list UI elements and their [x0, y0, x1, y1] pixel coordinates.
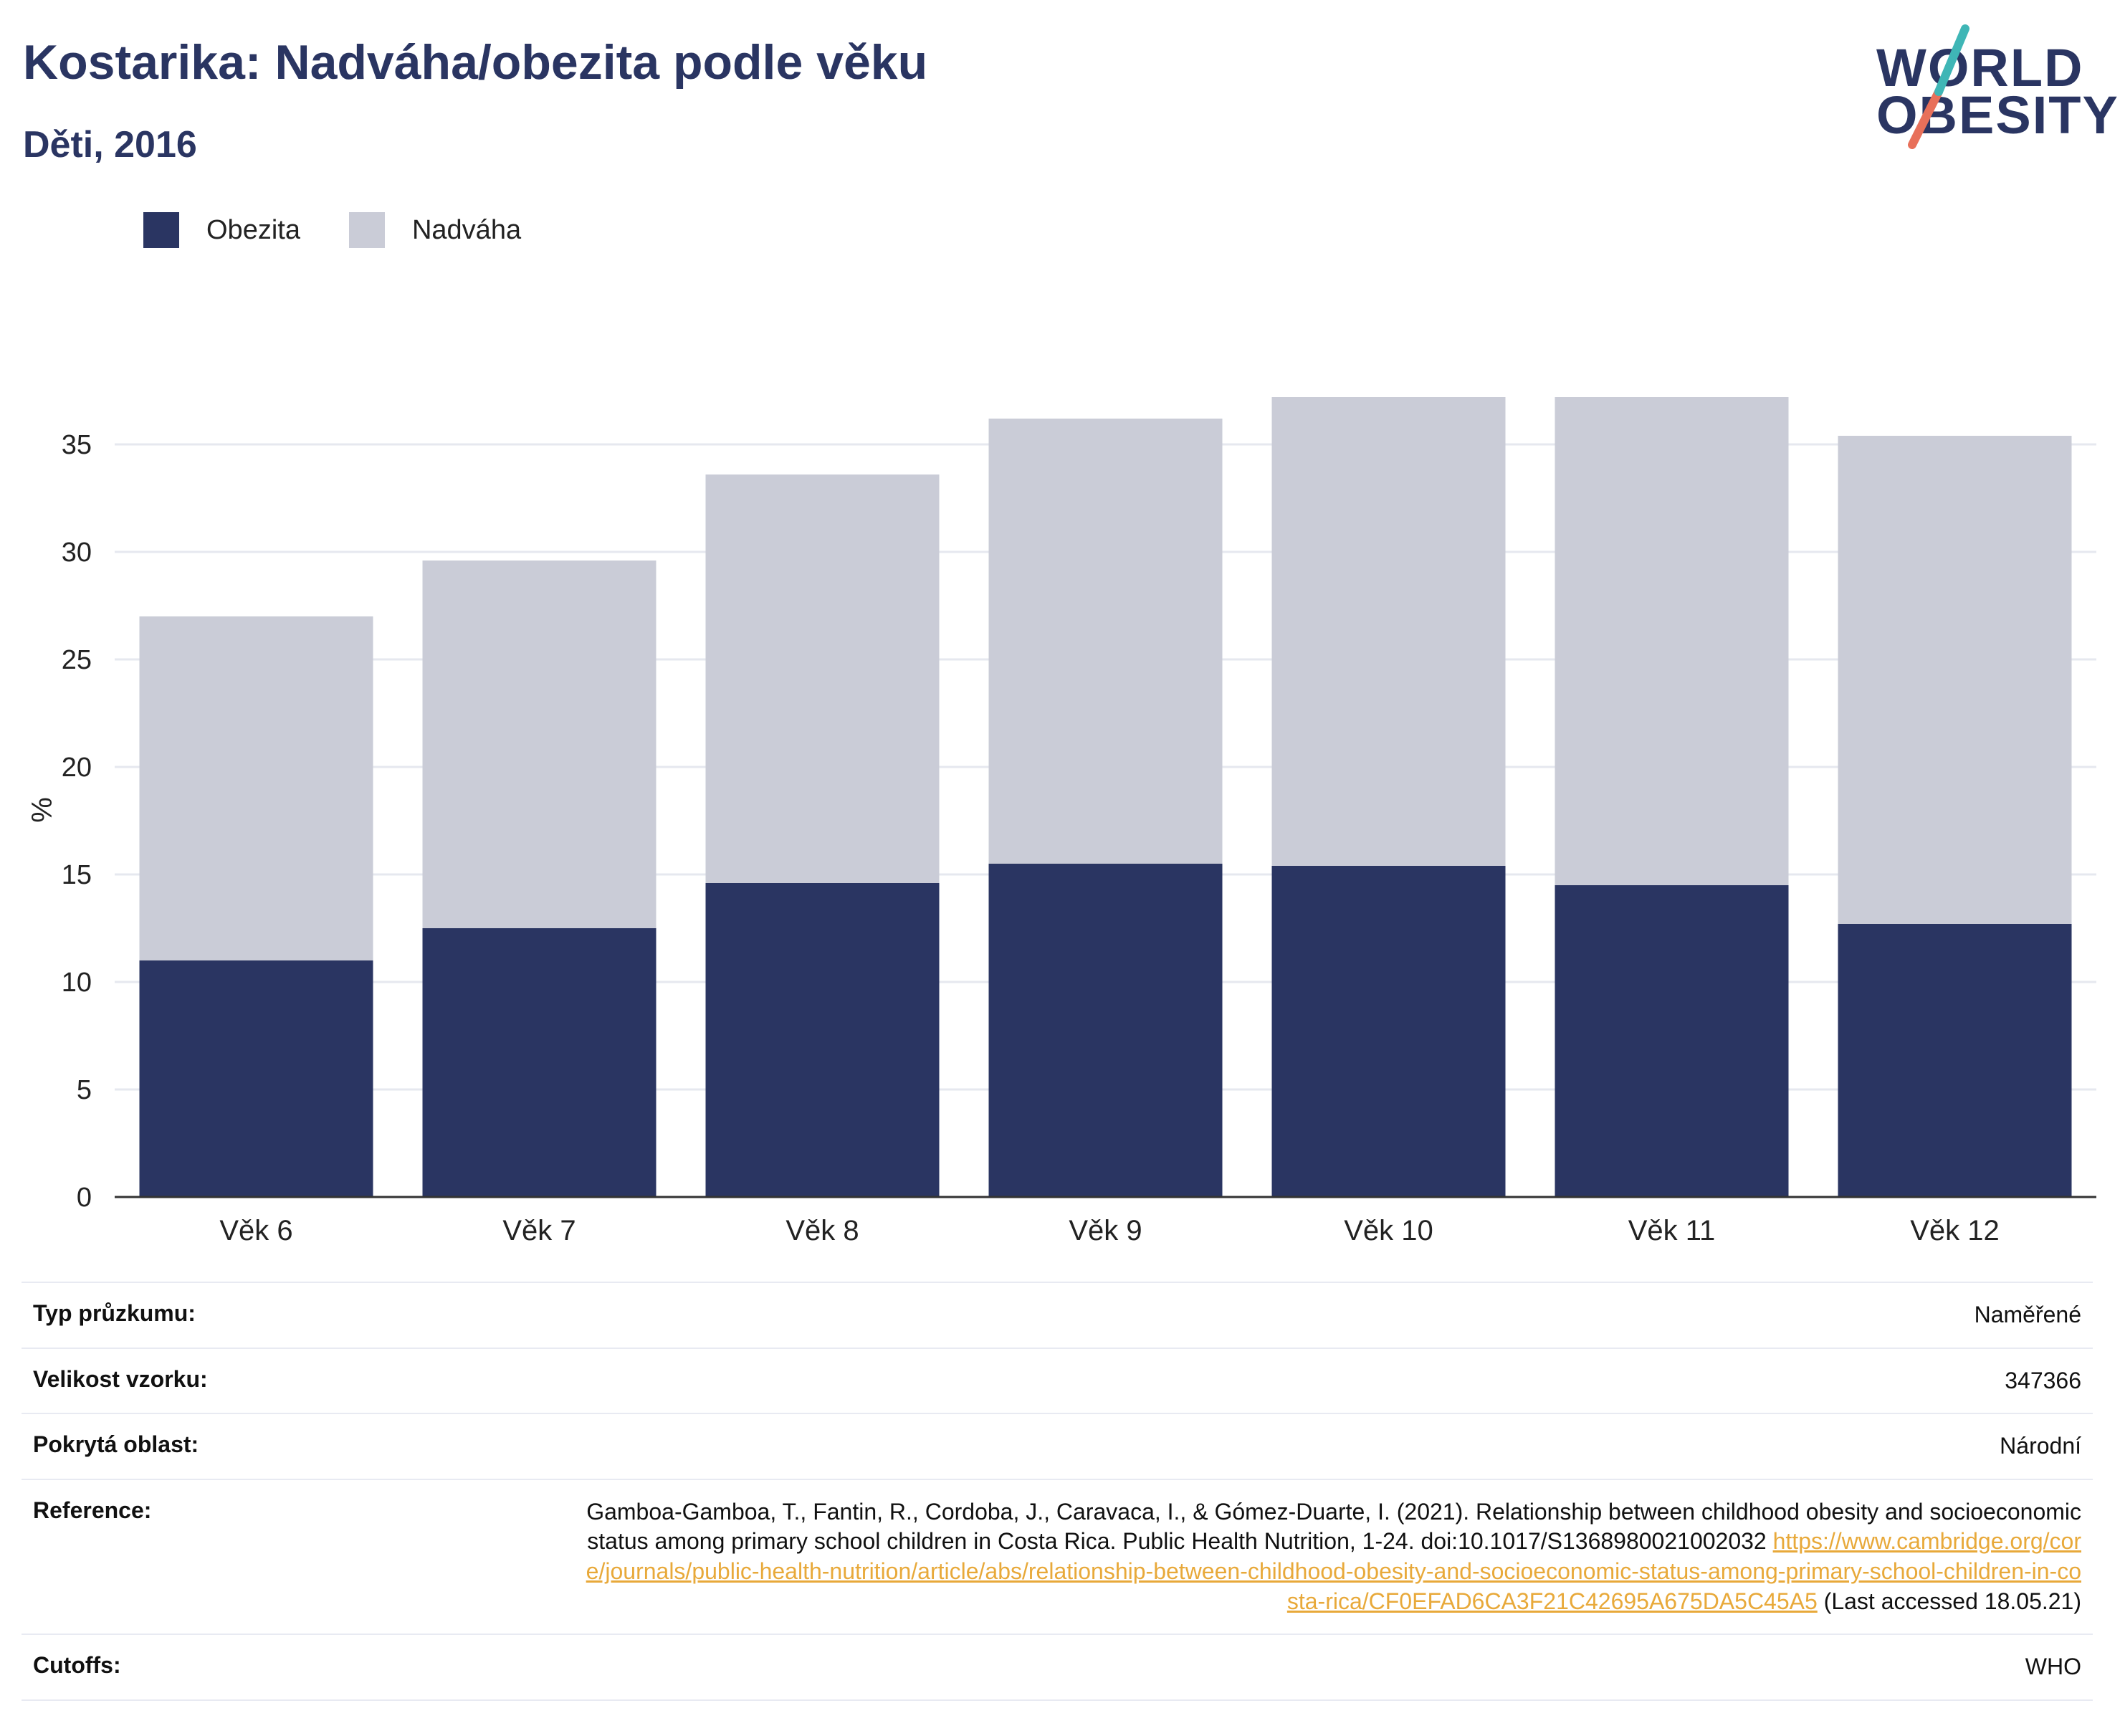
legend-item-obezita: Obezita [143, 212, 300, 248]
info-key: Cutoffs: [33, 1652, 121, 1679]
bar-nadvaha [139, 616, 373, 960]
legend-swatch-obezita [143, 212, 179, 248]
bar-obezita [139, 960, 373, 1197]
bar-obezita [988, 864, 1223, 1197]
info-key: Reference: [33, 1497, 152, 1523]
y-tick-label: 25 [62, 645, 92, 675]
x-tick-label: Věk 10 [1344, 1215, 1433, 1246]
bar-obezita [1271, 866, 1506, 1197]
y-tick-label: 20 [62, 753, 92, 783]
bar-obezita [1555, 885, 1789, 1197]
reference-accessed: (Last accessed 18.05.21) [1823, 1588, 2081, 1614]
y-tick-label: 30 [62, 538, 92, 568]
reference-value: Gamboa-Gamboa, T., Fantin, R., Cordoba, … [576, 1497, 2081, 1616]
bar-nadvaha [705, 474, 940, 883]
chart-legend: Obezita Nadváha [143, 212, 570, 248]
info-row-area-covered: Pokrytá oblast: Národní [22, 1413, 2093, 1479]
info-value: Národní [2000, 1433, 2081, 1459]
info-value: WHO [2025, 1654, 2081, 1680]
x-tick-label: Věk 6 [219, 1215, 292, 1246]
info-row-survey-type: Typ průzkumu: Naměřené [22, 1282, 2093, 1348]
bar-nadvaha [1271, 397, 1506, 866]
bar-nadvaha [1555, 397, 1789, 885]
y-tick-label: 15 [62, 860, 92, 890]
page-subtitle: Děti, 2016 [23, 124, 197, 166]
bar-nadvaha [422, 561, 656, 928]
y-tick-label: 0 [77, 1183, 92, 1213]
x-tick-label: Věk 11 [1628, 1215, 1716, 1246]
info-key: Pokrytá oblast: [33, 1431, 199, 1458]
logo-slash-icon [1908, 24, 1969, 149]
stacked-bar-chart: 0 5 10 15 20 25 30 35% Věk 6 Věk 7 Věk 8 Věk 9 Věk 1… [27, 397, 2096, 1246]
bar-obezita [422, 928, 656, 1197]
x-tick-label: Věk 9 [1069, 1215, 1142, 1246]
reference-text: Gamboa-Gamboa, T., Fantin, R., Cordoba, … [586, 1498, 2081, 1555]
y-tick-label: 10 [62, 968, 92, 998]
reference-link[interactable]: https://www.cambridge.org/core/journals/… [586, 1528, 2081, 1614]
bar-obezita [1838, 924, 2072, 1197]
legend-swatch-nadvaha [348, 212, 385, 248]
y-tick-label: 5 [77, 1075, 92, 1105]
y-axis-label: % [27, 797, 58, 823]
x-tick-label: Věk 12 [1910, 1215, 2000, 1246]
info-key: Velikost vzorku: [33, 1365, 208, 1392]
world-obesity-logo: WORLD OBESITY [1863, 22, 2118, 151]
info-row-sample-size: Velikost vzorku: 347366 [22, 1347, 2093, 1413]
info-key: Typ průzkumu: [33, 1300, 196, 1326]
legend-label-nadvaha: Nadváha [411, 214, 522, 245]
y-tick-label: 35 [62, 430, 92, 460]
bar-nadvaha [988, 419, 1223, 864]
info-table: Typ průzkumu: Naměřené Velikost vzorku: … [22, 1282, 2093, 1701]
legend-label-obezita: Obezita [206, 214, 300, 245]
page-title: Kostarika: Nadváha/obezita podle věku [23, 35, 928, 90]
info-value: 347366 [2005, 1367, 2081, 1393]
x-tick-label: Věk 8 [786, 1215, 859, 1246]
x-tick-label: Věk 7 [502, 1215, 576, 1246]
bar-obezita [705, 883, 940, 1197]
logo-line-1: WORLD [1876, 38, 2084, 97]
info-row-cutoffs: Cutoffs: WHO [22, 1634, 2093, 1701]
bar-nadvaha [1838, 436, 2072, 924]
legend-item-nadvaha: Nadváha [348, 212, 522, 248]
info-value: Naměřené [1974, 1302, 2081, 1327]
info-row-reference: Reference: Gamboa-Gamboa, T., Fantin, R.… [22, 1478, 2093, 1634]
